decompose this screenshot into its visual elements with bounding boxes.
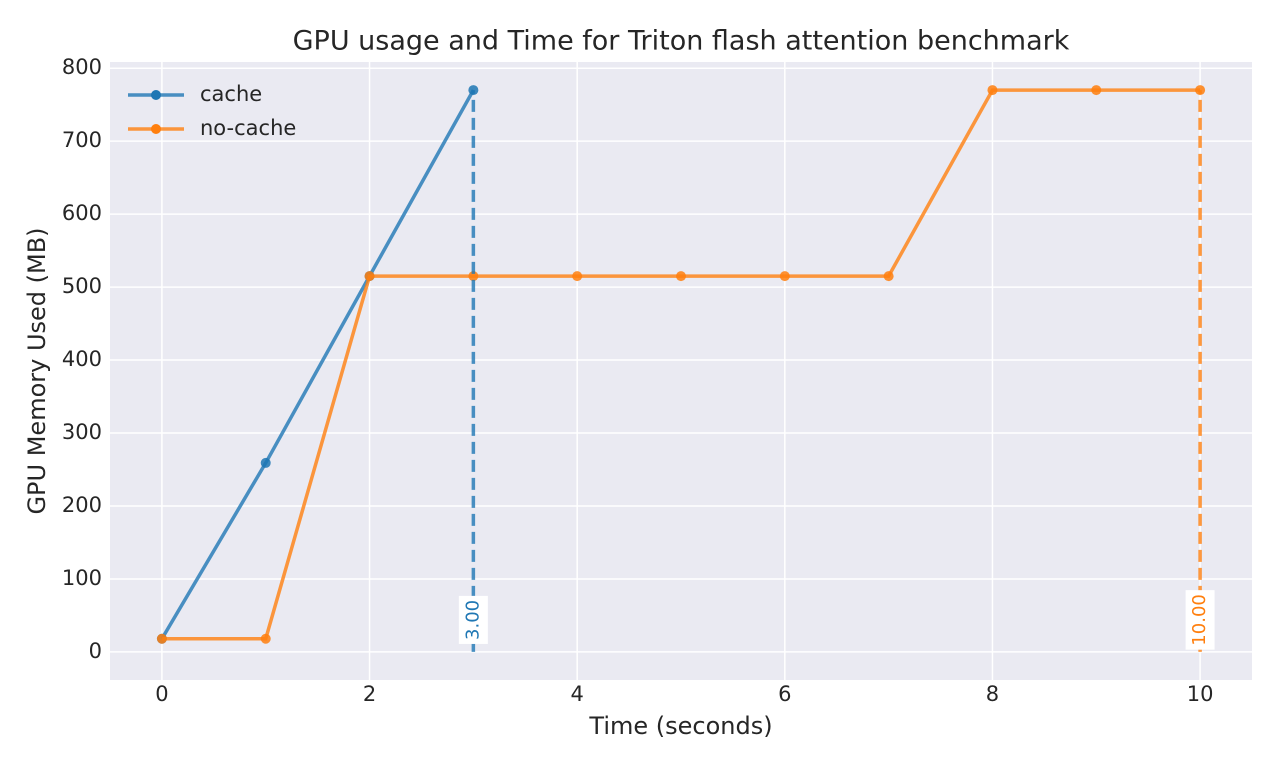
x-tick-label: 2 [363, 682, 376, 706]
legend: cache no-cache [128, 82, 296, 140]
legend-label: no-cache [200, 116, 296, 140]
y-tick-label: 600 [62, 201, 102, 225]
data-point [260, 633, 271, 644]
y-tick-label: 200 [62, 493, 102, 517]
label-box [1185, 590, 1215, 650]
plot-area [110, 62, 1252, 680]
y-tick-label: 500 [62, 274, 102, 298]
data-point [572, 271, 583, 282]
y-axis-label: GPU Memory Used (MB) [23, 227, 51, 514]
label-box [458, 595, 488, 644]
chart-title: GPU usage and Time for Triton flash atte… [293, 26, 1070, 57]
x-tick-label: 6 [778, 682, 791, 706]
data-point [156, 633, 167, 644]
x-tick-label: 4 [570, 682, 583, 706]
data-point [468, 271, 479, 282]
vline-label: 3.00 [462, 600, 483, 640]
data-point [676, 271, 686, 282]
x-axis-label: Time (seconds) [588, 712, 772, 740]
data-point [364, 271, 375, 282]
y-tick-label: 800 [62, 55, 102, 79]
y-tick-label: 700 [62, 128, 102, 152]
data-point [260, 457, 271, 468]
data-point [1091, 85, 1102, 96]
x-tick-label: 10 [1187, 682, 1214, 706]
series-line [160, 89, 475, 640]
x-tick-label: 0 [155, 682, 168, 706]
legend-marker [151, 90, 161, 100]
data-point [883, 271, 894, 282]
y-tick-label: 400 [62, 347, 102, 371]
data-point [779, 271, 790, 282]
legend-label: cache [200, 82, 262, 106]
data-point [987, 85, 998, 96]
y-tick-label: 100 [62, 566, 102, 590]
y-tick-label: 0 [89, 639, 102, 663]
vline-label: 10.00 [1189, 594, 1210, 646]
legend-marker [151, 124, 161, 134]
x-tick-label: 8 [986, 682, 999, 706]
y-tick-label: 300 [62, 420, 102, 444]
